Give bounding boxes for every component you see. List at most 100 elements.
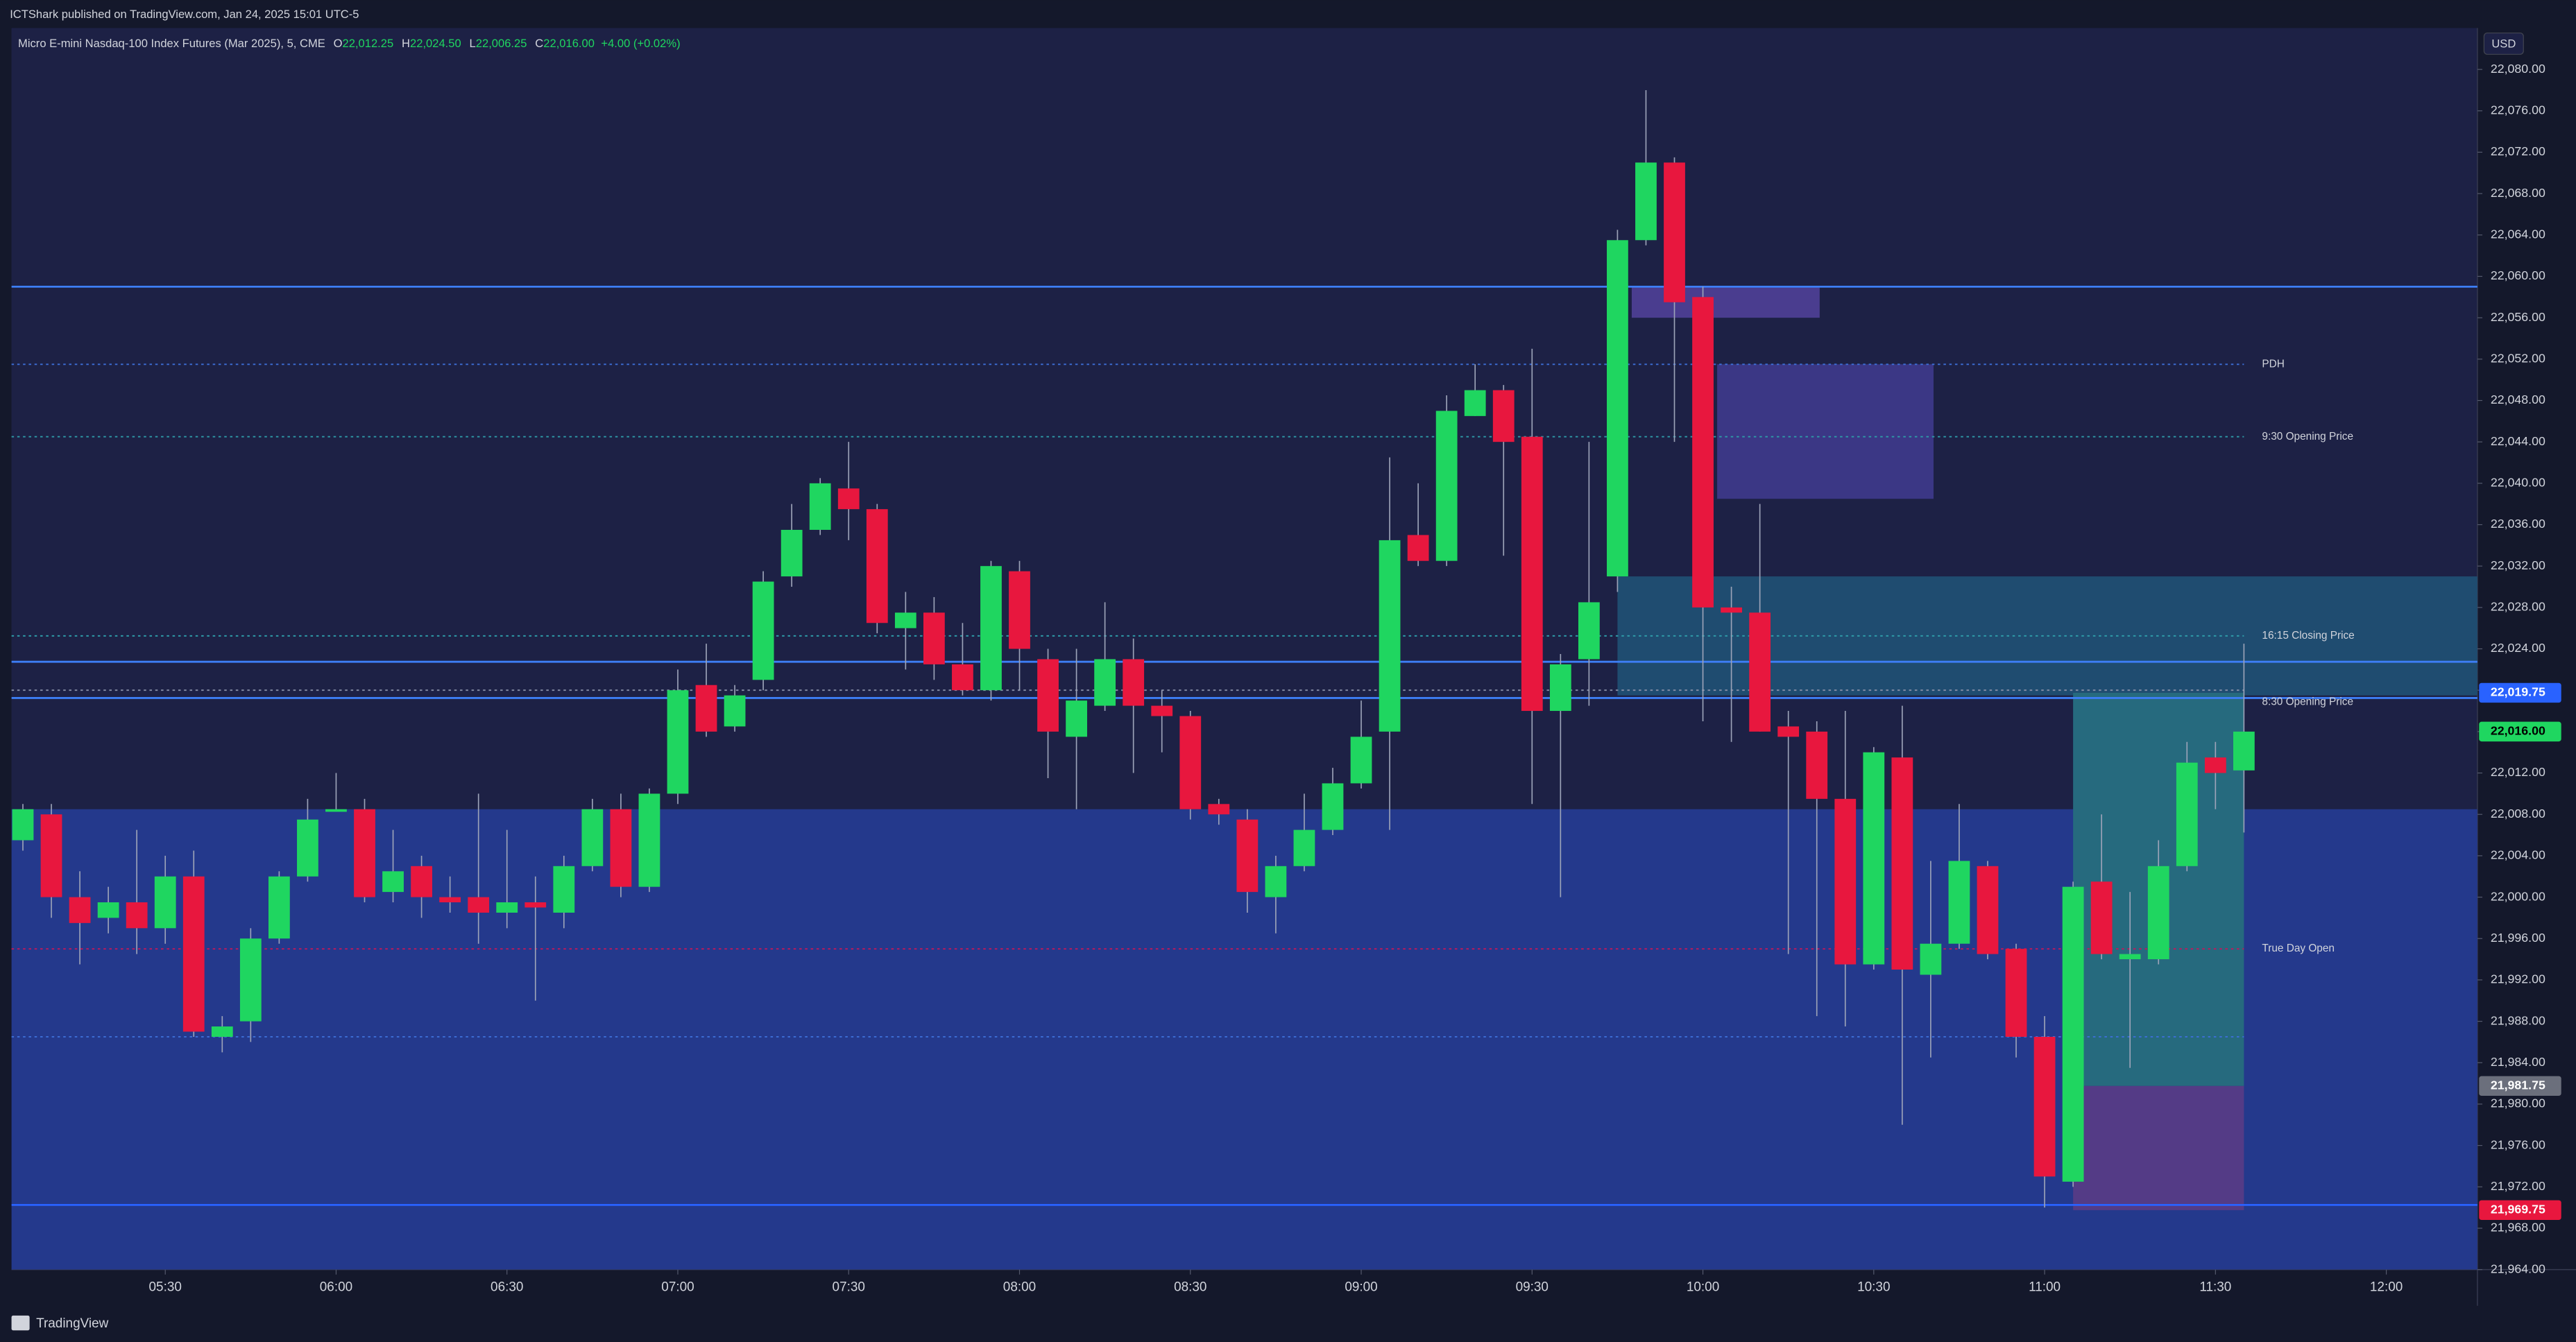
candle-body <box>211 1026 233 1037</box>
plot-layer <box>11 89 2477 1270</box>
candle-body <box>866 509 888 623</box>
price-tag-label: 22,019.75 <box>2491 685 2545 699</box>
currency-box <box>2483 32 2524 55</box>
candle-body <box>1607 240 1628 577</box>
candle-body <box>1721 607 1742 613</box>
y-tick-label: 22,032.00 <box>2491 558 2545 572</box>
candle-body <box>1094 659 1116 706</box>
x-tick-label: 07:00 <box>661 1280 694 1295</box>
zone <box>1631 286 1820 318</box>
candle-body <box>1891 757 1913 970</box>
y-tick-label: 22,044.00 <box>2491 434 2545 448</box>
y-tick-label: 22,028.00 <box>2491 600 2545 614</box>
candle-body <box>1549 664 1571 712</box>
price-tag-label: 22,016.00 <box>2491 724 2545 738</box>
y-tick-label: 22,008.00 <box>2491 807 2545 820</box>
candle-body <box>894 612 916 628</box>
candle-body <box>524 902 547 908</box>
candle-body <box>809 483 831 530</box>
candle-body <box>610 809 632 887</box>
candle-body <box>923 612 945 664</box>
ohlc-key: O <box>334 37 343 50</box>
candle-body <box>1350 737 1372 784</box>
candle-body <box>496 902 518 913</box>
price-tag-label: 21,969.75 <box>2491 1203 2545 1216</box>
candle-body <box>2176 762 2198 866</box>
y-tick-label: 22,052.00 <box>2491 352 2545 365</box>
candle-body <box>1009 571 1030 649</box>
x-tick-label: 05:30 <box>149 1280 182 1295</box>
candle-body <box>1578 602 1600 660</box>
y-tick-label: 22,072.00 <box>2491 144 2545 158</box>
symbol-name: Micro E-mini Nasdaq-100 Index Futures (M… <box>18 37 325 50</box>
candle-body <box>411 866 432 897</box>
ohlc-value: 22,012.25 <box>343 37 394 50</box>
candle-body <box>1293 829 1315 866</box>
candle-body <box>2005 949 2027 1037</box>
footer-logo <box>11 1315 30 1331</box>
candle-body <box>1151 705 1173 716</box>
candle-body <box>1920 943 1942 975</box>
candle-body <box>1123 659 1145 706</box>
candle-body <box>1806 731 1828 799</box>
candle-body <box>1435 411 1458 561</box>
candle-body <box>2233 731 2255 771</box>
footer-brand: TradingView <box>36 1316 109 1331</box>
candle-body <box>1948 861 1970 944</box>
candle-body <box>638 793 660 887</box>
candle-body <box>752 581 774 680</box>
price-tag <box>2479 1200 2561 1221</box>
ohlc-value: 22,024.50 <box>410 37 461 50</box>
candle-body <box>239 938 262 1022</box>
y-tick-label: 22,068.00 <box>2491 186 2545 200</box>
candle-body <box>1066 700 1087 737</box>
candle-body <box>126 902 148 929</box>
y-tick-label: 22,024.00 <box>2491 641 2545 655</box>
candle-body <box>1834 798 1857 965</box>
candle-body <box>553 866 575 913</box>
ohlc-key: H <box>402 37 410 50</box>
candle-body <box>781 529 803 577</box>
candle-body <box>980 566 1002 691</box>
candle-body <box>297 819 318 877</box>
level-label: 9:30 Opening Price <box>2262 431 2353 442</box>
candle-body <box>12 809 34 841</box>
ohlc-key: C <box>535 37 543 50</box>
symbol-legend: Micro E-mini Nasdaq-100 Index Futures (M… <box>18 37 681 50</box>
candle-body <box>1236 819 1259 893</box>
candle-body <box>2204 757 2226 773</box>
x-tick-label: 07:30 <box>833 1280 865 1295</box>
y-tick-label: 22,080.00 <box>2491 62 2545 76</box>
candle-body <box>1863 752 1885 965</box>
price-tag <box>2479 1076 2561 1096</box>
candle-body <box>354 809 375 897</box>
x-tick-label: 06:00 <box>320 1280 352 1295</box>
x-tick-label: 08:00 <box>1003 1280 1036 1295</box>
y-tick-label: 22,000.00 <box>2491 889 2545 903</box>
candle-body <box>268 876 290 939</box>
y-tick-label: 22,048.00 <box>2491 393 2545 406</box>
x-tick-label: 10:30 <box>1857 1280 1890 1295</box>
level-label: 8:30 Opening Price <box>2262 696 2353 707</box>
y-tick-label: 21,972.00 <box>2491 1179 2545 1193</box>
candle-body <box>1208 804 1230 815</box>
candle-body <box>1407 535 1429 561</box>
x-tick-label: 06:30 <box>491 1280 523 1295</box>
zone <box>1717 364 1934 499</box>
x-tick-label: 11:30 <box>2199 1280 2231 1295</box>
y-tick-label: 22,060.00 <box>2491 268 2545 282</box>
candle-body <box>1265 866 1287 897</box>
candle-body <box>695 685 717 732</box>
y-tick-label: 22,012.00 <box>2491 765 2545 779</box>
price-tag <box>2479 721 2561 742</box>
candle-body <box>1521 436 1543 712</box>
level-label: PDH <box>2262 358 2284 370</box>
candle-body <box>40 814 62 897</box>
candle-body <box>2062 886 2084 1182</box>
currency: USD <box>2491 37 2516 50</box>
candle-body <box>2119 954 2141 960</box>
candle-body <box>1635 162 1657 241</box>
candle-body <box>1037 659 1059 732</box>
x-tick-label: 12:00 <box>2370 1280 2403 1295</box>
